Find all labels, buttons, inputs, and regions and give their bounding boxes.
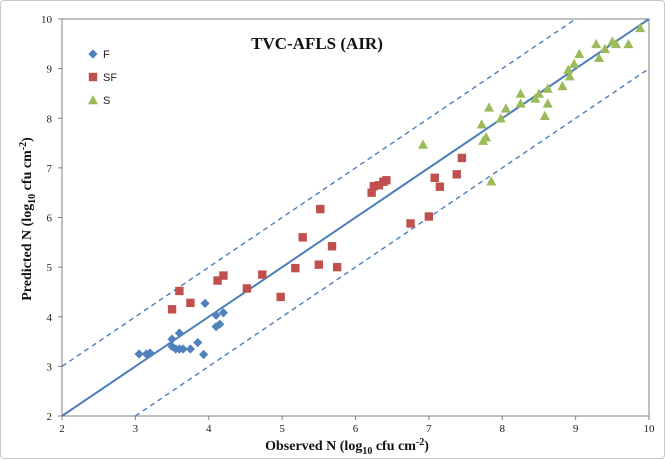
point-s [476, 119, 487, 129]
point-f [200, 298, 210, 308]
point-f [193, 337, 203, 348]
point-s [515, 88, 526, 98]
reference-lines [62, 19, 649, 416]
legend-marker-sf [88, 72, 98, 82]
point-sf [457, 153, 467, 163]
x-tick-label: 5 [279, 423, 285, 435]
point-s [418, 139, 429, 149]
point-f [167, 341, 177, 352]
point-s [533, 88, 544, 98]
y-tick-label: 9 [47, 64, 53, 76]
x-tick-label: 2 [59, 423, 65, 435]
point-f [218, 308, 229, 318]
point-sf [382, 176, 391, 185]
y-tick-label: 5 [47, 262, 53, 274]
point-sf [219, 271, 228, 280]
upper-bound-line [62, 19, 577, 367]
point-sf [435, 182, 445, 191]
point-s [530, 93, 541, 103]
legend-label-sf: SF [103, 72, 117, 84]
x-tick-label: 3 [133, 423, 139, 435]
x-tick-label: 9 [573, 423, 579, 435]
point-sf [374, 181, 384, 190]
point-s [599, 43, 610, 54]
point-f [199, 349, 209, 360]
y-tick-label: 4 [47, 312, 53, 324]
point-s [564, 71, 575, 81]
point-sf [186, 298, 195, 308]
point-s [486, 176, 497, 186]
point-sf [327, 242, 337, 251]
point-sf [332, 262, 342, 272]
point-f [185, 344, 196, 354]
point-sf [298, 233, 307, 242]
point-s [539, 110, 550, 121]
x-tick-label: 8 [500, 423, 506, 435]
point-s [623, 38, 634, 49]
legend: F SF S [88, 49, 117, 107]
identity-line [62, 19, 649, 416]
point-f [178, 344, 188, 354]
point-sf [167, 305, 177, 314]
point-s [591, 38, 602, 49]
x-tick-label: 6 [353, 423, 359, 435]
point-s [484, 102, 495, 112]
legend-label-f: F [103, 49, 110, 61]
point-sf [314, 260, 324, 269]
y-tick-label: 3 [47, 361, 53, 373]
data-points [134, 22, 646, 360]
point-sf [213, 276, 222, 285]
y-tick-label: 6 [47, 213, 53, 225]
x-tick-label: 10 [644, 423, 656, 435]
point-f [167, 334, 177, 344]
x-tick-label: 4 [206, 423, 212, 435]
point-sf [430, 173, 439, 182]
point-sf [291, 263, 300, 273]
point-s [500, 103, 511, 113]
point-f [134, 349, 144, 359]
point-sf [276, 292, 285, 302]
x-axis-ticks: 2 3 4 5 6 7 8 9 10 [59, 416, 655, 435]
chart-title: TVC-AFLS (AIR) [251, 34, 383, 53]
y-axis-ticks: 2 3 4 5 6 7 8 9 10 [41, 14, 62, 423]
legend-marker-s [88, 95, 98, 105]
point-sf [242, 284, 252, 293]
y-axis-title: Predicted N (log10 cfu cm-2) [18, 137, 38, 301]
point-s [594, 52, 605, 62]
point-sf [258, 270, 267, 279]
y-tick-label: 10 [41, 14, 53, 26]
point-f [145, 348, 155, 358]
legend-label-s: S [103, 95, 110, 107]
point-s [563, 64, 574, 74]
y-tick-label: 8 [47, 113, 53, 125]
point-s [495, 113, 506, 123]
point-sf [406, 219, 415, 228]
point-s [542, 98, 553, 108]
point-s [557, 80, 568, 91]
x-axis-title: Observed N (log10 cfu cm-2) [265, 437, 429, 457]
point-sf [452, 170, 461, 179]
x-tick-label: 7 [426, 423, 432, 435]
point-s [610, 38, 621, 49]
y-tick-label: 7 [47, 163, 53, 175]
point-s [635, 22, 646, 33]
point-s [569, 58, 580, 68]
point-sf [175, 286, 184, 296]
point-sf [367, 188, 376, 197]
y-tick-label: 2 [47, 411, 53, 423]
legend-marker-f [88, 49, 98, 59]
lower-bound-line [134, 68, 649, 416]
point-sf [424, 212, 434, 221]
point-f [215, 319, 225, 329]
point-s [515, 98, 526, 108]
point-s [574, 48, 585, 58]
point-f [174, 328, 184, 338]
point-s [481, 132, 492, 142]
point-f [211, 310, 221, 320]
point-s [542, 83, 553, 93]
point-sf [316, 204, 325, 214]
point-sf [369, 182, 379, 191]
